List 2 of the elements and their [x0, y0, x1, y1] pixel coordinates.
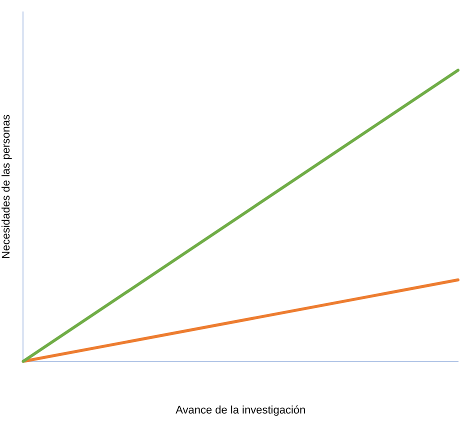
x-axis-title: Avance de la investigación — [176, 404, 306, 416]
y-axis-title: Necesidades de las personas — [0, 114, 13, 259]
